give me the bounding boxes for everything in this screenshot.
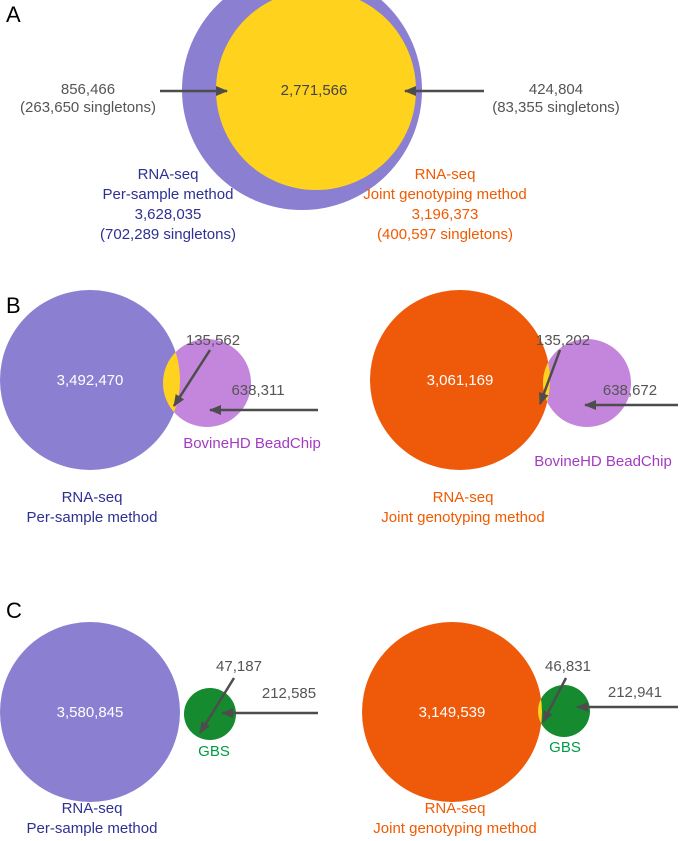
overlap-region	[216, 0, 416, 190]
per-sample-label-line2: Per-sample method	[103, 186, 234, 203]
intersection-count: 2,771,566	[281, 82, 348, 99]
beadchip-label: BovineHD BeadChip	[534, 453, 672, 470]
per-sample-label-line1: RNA-seq	[62, 800, 123, 817]
joint-label-line2: Joint genotyping method	[373, 820, 536, 837]
per-sample-label-line1: RNA-seq	[138, 166, 199, 183]
overlap-arrow	[541, 677, 568, 723]
panel-b-letter: B	[6, 293, 21, 318]
overlap-count: 47,187	[216, 658, 262, 675]
panel-c-letter: C	[6, 598, 22, 623]
per-sample-circle	[0, 290, 180, 470]
panel-c: C 3,580,845 47,187 212,585 GBS RNA-seq P…	[0, 598, 678, 837]
gbs-only-count: 212,941	[608, 684, 662, 701]
per-sample-singletons: (702,289 singletons)	[100, 226, 236, 243]
joint-only-count: 3,149,539	[419, 704, 486, 721]
joint-singletons: (400,597 singletons)	[377, 226, 513, 243]
per-sample-label-line1: RNA-seq	[62, 489, 123, 506]
joint-genotyping-circle	[362, 622, 542, 802]
chip-only-count: 638,311	[231, 382, 284, 399]
gbs-label: GBS	[198, 743, 230, 760]
joint-label-line1: RNA-seq	[425, 800, 486, 817]
gbs-circle	[184, 688, 236, 740]
left-only-count: 856,466	[61, 81, 115, 98]
panel-b: B 3,492,470 135,562 638,311 BovineHD Bea…	[0, 290, 678, 526]
per-sample-only-count: 3,580,845	[57, 704, 124, 721]
overlap-count: 46,831	[545, 658, 591, 675]
right-only-singletons: (83,355 singletons)	[492, 99, 620, 116]
gbs-circle	[538, 685, 590, 737]
beadchip-circle	[163, 339, 251, 427]
panel-a: A 2,771,566 856,466 (263,650 singletons)…	[6, 0, 620, 243]
joint-label-line2: Joint genotyping method	[381, 509, 544, 526]
beadchip-label: BovineHD BeadChip	[183, 435, 321, 452]
panel-a-letter: A	[6, 2, 21, 27]
joint-label-line1: RNA-seq	[433, 489, 494, 506]
overlap-arrow	[198, 677, 236, 734]
gbs-only-count: 212,585	[262, 685, 316, 702]
per-sample-circle	[0, 622, 180, 802]
per-sample-label-line2: Per-sample method	[27, 820, 158, 837]
joint-label-line1: RNA-seq	[415, 166, 476, 183]
joint-genotyping-circle	[370, 290, 550, 470]
overlap-count: 135,562	[186, 332, 240, 349]
right-only-count: 424,804	[529, 81, 583, 98]
overlap-count: 135,202	[536, 332, 590, 349]
joint-only-count: 3,061,169	[427, 372, 494, 389]
joint-total: 3,196,373	[412, 206, 479, 223]
per-sample-total: 3,628,035	[135, 206, 202, 223]
overlap-arrow	[538, 349, 562, 405]
overlap-arrow	[172, 349, 212, 407]
per-sample-only-count: 3,492,470	[57, 372, 124, 389]
gbs-label: GBS	[549, 739, 581, 756]
joint-label-line2: Joint genotyping method	[363, 186, 526, 203]
chip-only-count: 638,672	[603, 382, 657, 399]
per-sample-label-line2: Per-sample method	[27, 509, 158, 526]
left-only-singletons: (263,650 singletons)	[20, 99, 156, 116]
